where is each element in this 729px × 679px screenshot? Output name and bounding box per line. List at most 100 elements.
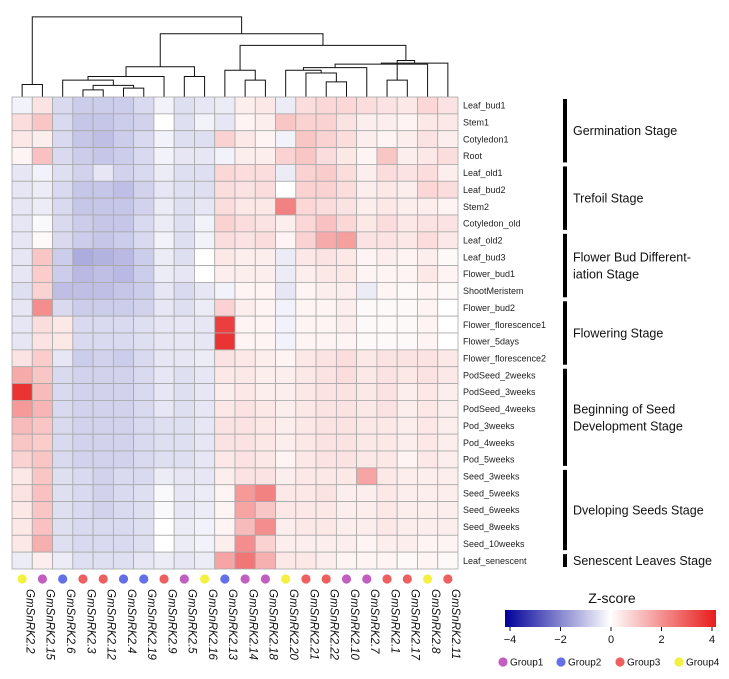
heatmap-cell bbox=[92, 130, 114, 148]
heatmap-cell bbox=[194, 96, 216, 115]
heatmap-cell bbox=[376, 180, 398, 199]
legend-dot bbox=[498, 657, 508, 667]
group-dot bbox=[382, 574, 392, 584]
heatmap-cell bbox=[254, 484, 276, 502]
heatmap-cell bbox=[153, 400, 175, 418]
row-label: Flower_bud2 bbox=[463, 303, 515, 313]
heatmap-cell bbox=[194, 265, 216, 283]
heatmap-cell bbox=[376, 332, 398, 351]
heatmap-cell bbox=[376, 484, 398, 502]
row-labels: Leaf_bud1 Stem1 Cotyledon1 Root Leaf_old1 Lea… bbox=[463, 101, 546, 566]
colorbar-tick-label: 2 bbox=[658, 634, 664, 646]
heatmap-cell bbox=[275, 551, 297, 570]
heatmap-cell bbox=[254, 96, 276, 115]
heatmap-cell bbox=[133, 518, 155, 536]
heatmap-cell bbox=[31, 248, 53, 266]
heatmap-cell bbox=[376, 130, 398, 148]
heatmap-cell bbox=[31, 551, 53, 570]
heatmap-cell bbox=[194, 467, 216, 486]
heatmap-cell bbox=[153, 231, 175, 250]
heatmap-cell bbox=[92, 113, 114, 132]
heatmap-cell bbox=[72, 315, 94, 334]
heatmap-cell bbox=[112, 231, 135, 250]
heatmap-cell bbox=[153, 147, 175, 165]
stage-label: Germination Stage bbox=[573, 124, 677, 138]
heatmap-cell bbox=[72, 282, 94, 300]
heatmap-cell bbox=[376, 383, 398, 401]
heatmap-cell bbox=[275, 349, 297, 368]
heatmap-cell bbox=[11, 265, 33, 283]
heatmap-cell bbox=[234, 332, 256, 351]
heatmap-cell bbox=[31, 282, 53, 300]
dendrogram-link bbox=[82, 89, 104, 97]
heatmap-cell bbox=[112, 214, 135, 233]
heatmap-cell bbox=[417, 214, 439, 233]
heatmap-cell bbox=[194, 349, 216, 368]
heatmap-cell bbox=[335, 400, 358, 418]
column-label: GmSnRK2.9 bbox=[165, 589, 177, 654]
heatmap-cell bbox=[31, 501, 53, 519]
heatmap-cell bbox=[376, 265, 398, 283]
heatmap-cell bbox=[11, 400, 33, 418]
heatmap-cell bbox=[214, 366, 236, 384]
heatmap-cell bbox=[417, 366, 439, 384]
heatmap-cell bbox=[437, 231, 459, 250]
colorbar-title: Z-score bbox=[588, 590, 636, 606]
heatmap-cell bbox=[52, 450, 74, 469]
heatmap-cell bbox=[234, 383, 256, 401]
heatmap-cell bbox=[376, 248, 398, 266]
heatmap-cell bbox=[234, 366, 256, 384]
heatmap-cell bbox=[194, 248, 216, 266]
heatmap-cell bbox=[133, 96, 155, 115]
heatmap-cell bbox=[376, 113, 398, 132]
heatmap-cell bbox=[214, 130, 236, 148]
heatmap-cell bbox=[437, 416, 459, 435]
dendrogram-link bbox=[305, 72, 337, 97]
heatmap-cell bbox=[92, 164, 114, 182]
heatmap-cell bbox=[234, 96, 256, 115]
heatmap-cell bbox=[437, 113, 459, 132]
heatmap-cell bbox=[396, 433, 418, 452]
heatmap-cell bbox=[194, 197, 216, 216]
heatmap-cell bbox=[112, 484, 135, 502]
heatmap-cell bbox=[214, 349, 236, 368]
heatmap-cell bbox=[133, 282, 155, 300]
heatmap-cell bbox=[437, 518, 459, 536]
heatmap-cell bbox=[275, 214, 297, 233]
dendrogram-link bbox=[239, 44, 407, 71]
heatmap-cell bbox=[52, 248, 74, 266]
heatmap-cell bbox=[315, 416, 337, 435]
heatmap-cell bbox=[417, 400, 439, 418]
heatmap-cell bbox=[11, 315, 33, 334]
heatmap-cell bbox=[153, 484, 175, 502]
heatmap-cell bbox=[437, 467, 459, 486]
heatmap-cell bbox=[376, 315, 398, 334]
heatmap-cell bbox=[11, 214, 33, 233]
heatmap-cell bbox=[133, 180, 155, 199]
heatmap-cell bbox=[254, 214, 276, 233]
heatmap-cell bbox=[356, 484, 378, 502]
heatmap-cell bbox=[315, 551, 337, 570]
legend-dot bbox=[615, 657, 625, 667]
heatmap-cell bbox=[92, 180, 114, 199]
row-label: Flower_5days bbox=[463, 337, 520, 347]
heatmap-cell bbox=[52, 383, 74, 401]
heatmap-cell bbox=[153, 298, 175, 317]
heatmap-cell bbox=[112, 332, 135, 351]
heatmap-cell bbox=[335, 467, 358, 486]
heatmap-cell bbox=[356, 214, 378, 233]
heatmap-cell bbox=[234, 467, 256, 486]
heatmap-cell bbox=[437, 265, 459, 283]
heatmap-cell bbox=[92, 518, 114, 536]
heatmap-cell bbox=[52, 130, 74, 148]
heatmap-cell bbox=[214, 282, 236, 300]
row-label: Cotyledon_old bbox=[463, 219, 521, 229]
heatmap-cell bbox=[52, 467, 74, 486]
heatmap-cell bbox=[396, 96, 418, 115]
heatmap-cell bbox=[11, 332, 33, 351]
heatmap-cell bbox=[92, 214, 114, 233]
heatmap-cell bbox=[315, 180, 337, 199]
dendrogram-link bbox=[123, 87, 145, 97]
heatmap-cell bbox=[275, 248, 297, 266]
